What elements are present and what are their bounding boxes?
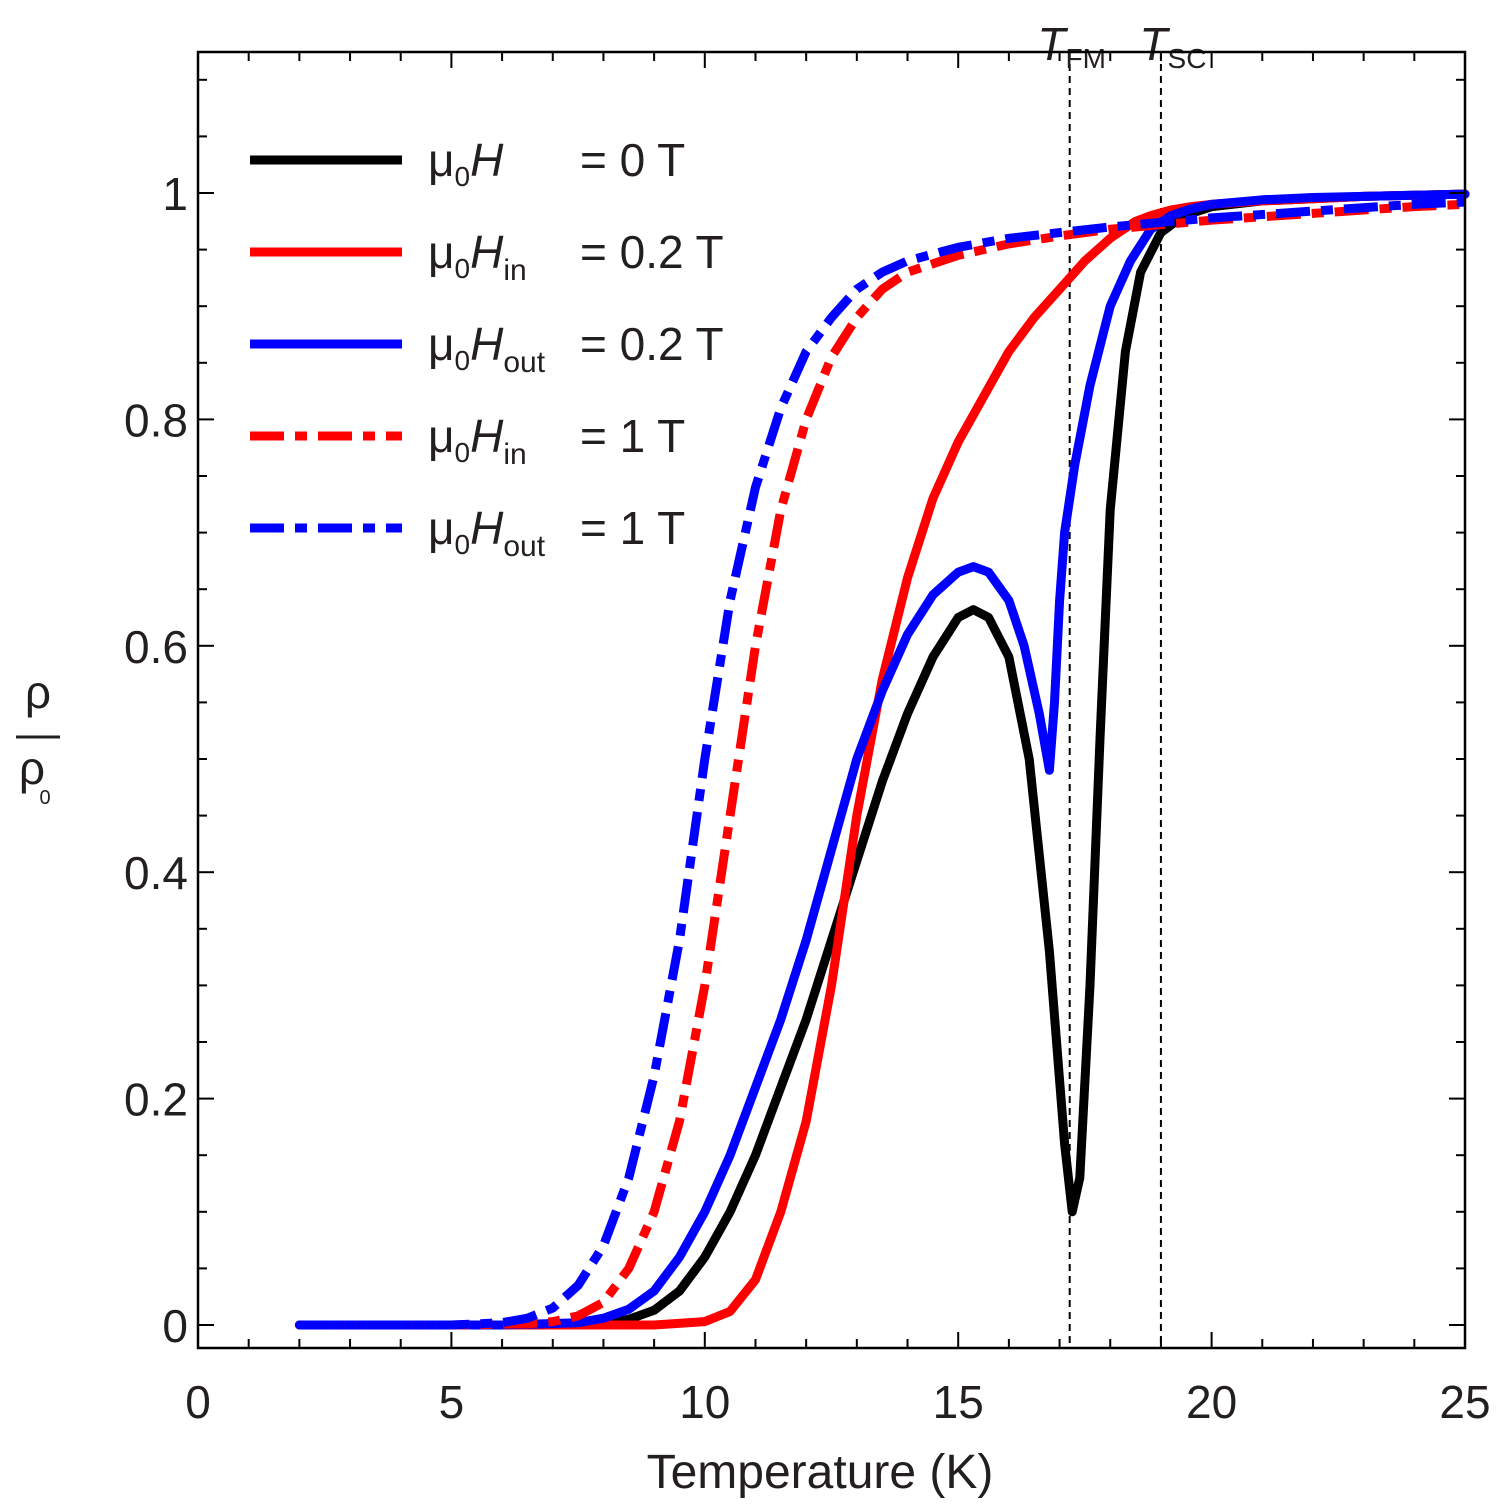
marker-layer: TFM TSC [1037,18,1206,1348]
series-line-5 [299,197,1466,1330]
x-tick-label: 25 [1439,1376,1490,1428]
y-tick-label: 0.2 [124,1074,188,1126]
series-line-1 [294,189,1470,1330]
y-tick-label: 1 [162,168,188,220]
legend-label: μ0Hout = 0.2 T [428,318,724,379]
reference-label-sc: TSC [1139,18,1206,74]
plot-frame [196,50,1467,1350]
legend-entry-3: μ0Hout = 0.2 T [250,318,724,379]
x-tick-label: 0 [185,1376,211,1428]
y-tick-label: 0.6 [124,621,188,673]
y-tick-label: 0.8 [124,394,188,446]
x-tick-label: 15 [933,1376,984,1428]
y-tick-label: 0 [162,1300,188,1352]
legend-label: μ0H = 0 T [428,134,685,192]
x-axis-label: Temperature (K) [647,1446,994,1499]
y-axis-label-numerator: ρ [25,666,51,718]
legend-label: μ0Hin = 0.2 T [428,226,724,287]
series-layer [294,189,1470,1330]
y-axis-label-denominator-subscript: 0 [39,787,50,809]
y-axis-label: ρ ρ 0 [16,666,60,809]
legend-label: μ0Hout = 1 T [428,502,685,563]
legend-entry-4: μ0Hin = 1 T [250,410,685,471]
x-tick-label: 10 [679,1376,730,1428]
legend-entry-2: μ0Hin = 0.2 T [250,226,724,287]
legend-label: μ0Hin = 1 T [428,410,685,471]
legend: μ0H = 0 T μ0Hin = 0.2 T μ0Hout = 0.2 T μ0Hi… [250,134,724,563]
series-line-4 [299,199,1466,1330]
legend-entry-1: μ0H = 0 T [250,134,685,192]
x-tick-label: 5 [439,1376,465,1428]
x-tick-label: 20 [1186,1376,1237,1428]
legend-entry-5: μ0Hout = 1 T [250,502,685,563]
tick-layer: 0 5 10 15 20 25 0 0.2 0.4 0.6 0.8 1 [124,52,1491,1428]
y-axis-label-denominator: ρ [19,742,45,794]
series-line-3 [294,189,1470,1330]
y-tick-label: 0.4 [124,847,188,899]
reference-label-fm: TFM [1037,18,1106,74]
